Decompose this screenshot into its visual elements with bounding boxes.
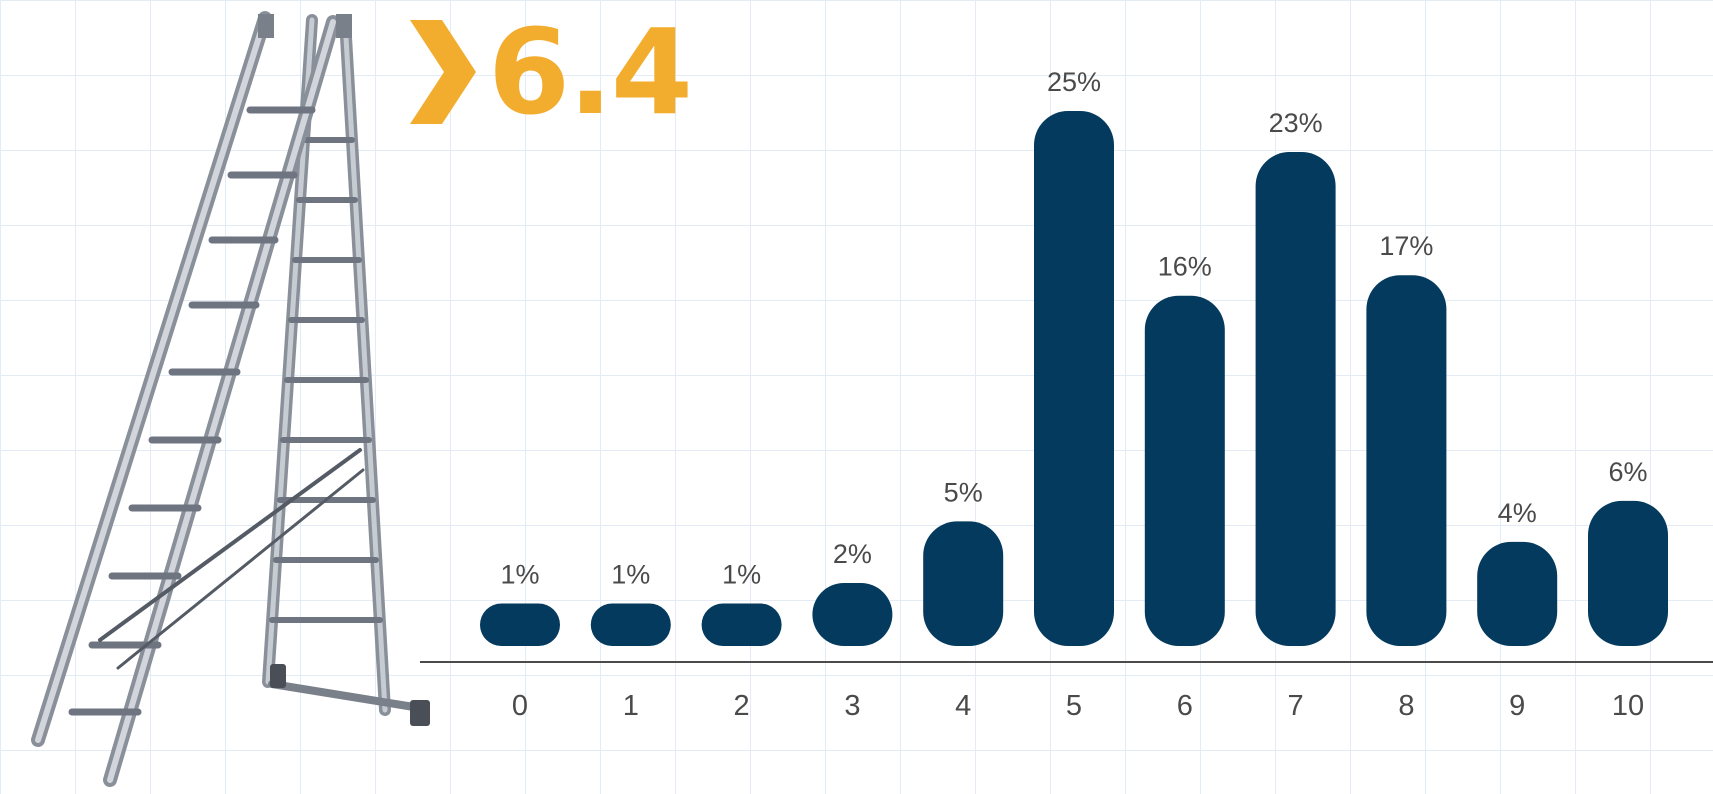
x-tick-5: 5: [1066, 690, 1082, 722]
data-labels: 1% 1% 1% 2% 5% 25% 16% 23% 17% 4% 6%: [500, 67, 1647, 590]
data-label-3: 2%: [833, 539, 872, 569]
data-label-7: 23%: [1269, 108, 1323, 138]
x-tick-8: 8: [1398, 690, 1414, 722]
x-tick-4: 4: [955, 690, 971, 722]
x-tick-0: 0: [512, 690, 528, 722]
bar-9: [1477, 541, 1558, 646]
average-score-value: 6.4: [488, 3, 693, 141]
bar-7: [1255, 152, 1336, 646]
data-label-4: 5%: [944, 477, 983, 507]
x-tick-7: 7: [1288, 690, 1304, 722]
x-tick-1: 1: [623, 690, 639, 722]
bar-5: [1034, 111, 1114, 646]
bar-0: [480, 603, 560, 646]
data-label-6: 16%: [1158, 252, 1212, 282]
data-label-10: 6%: [1608, 457, 1647, 487]
x-tick-2: 2: [734, 690, 750, 722]
data-label-5: 25%: [1047, 67, 1101, 97]
bar-6: [1144, 295, 1225, 646]
data-label-1: 1%: [611, 560, 650, 590]
bar-2: [701, 603, 782, 646]
data-label-2: 1%: [722, 560, 761, 590]
bars: [480, 111, 1668, 646]
x-tick-9: 9: [1509, 690, 1525, 722]
bar-8: [1366, 275, 1447, 646]
bar-3: [812, 583, 893, 646]
bar-1: [590, 603, 671, 646]
x-tick-3: 3: [844, 690, 860, 722]
data-label-0: 1%: [500, 560, 539, 590]
data-label-8: 17%: [1379, 231, 1433, 261]
average-score-headline: 6.4: [408, 2, 693, 142]
x-tick-labels: 0 1 2 3 4 5 6 7 8 9 10: [512, 690, 1644, 722]
bar-4: [923, 521, 1004, 646]
ladder-icon: [31, 11, 430, 787]
x-tick-10: 10: [1612, 690, 1644, 722]
bar-10: [1588, 500, 1668, 646]
x-tick-6: 6: [1177, 690, 1193, 722]
data-label-9: 4%: [1498, 498, 1537, 528]
chevron-right-icon: [410, 20, 476, 124]
